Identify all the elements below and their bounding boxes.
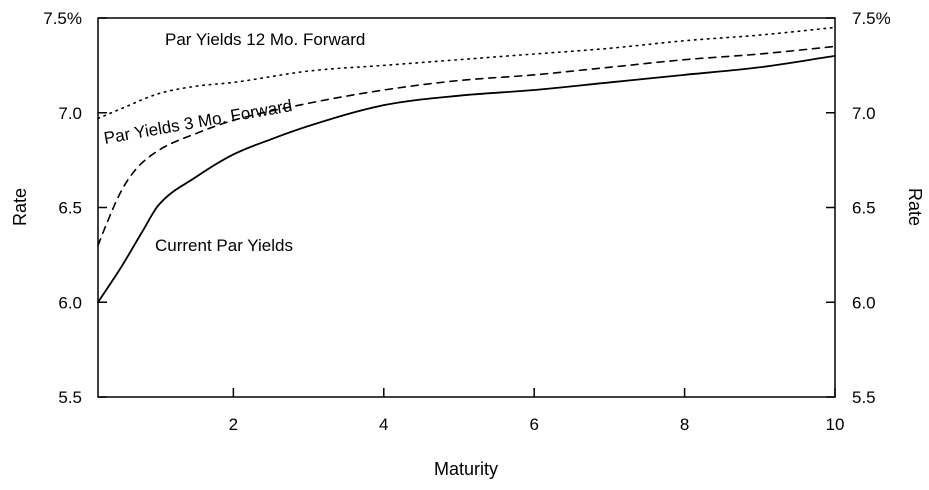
y-tick-label-right: 5.5 [852, 388, 876, 407]
series-label-3mo: Par Yields 3 Mo. Forward [102, 96, 293, 148]
plot-frame [97, 17, 836, 398]
y-tick-label-right: 6.0 [852, 293, 876, 312]
x-tick-label: 4 [379, 415, 388, 434]
y-axis-title-right: Rate [905, 188, 925, 226]
x-tick-label: 6 [529, 415, 538, 434]
y-tick-label-left: 6.0 [58, 293, 82, 312]
y-tick-label-right: 7.0 [852, 104, 876, 123]
series-label-12mo: Par Yields 12 Mo. Forward [165, 30, 365, 49]
x-axis-title: Maturity [434, 459, 498, 479]
y-tick-label-left: 7.0 [58, 104, 82, 123]
series-lines [97, 26, 836, 304]
y-tick-label-left: 7.5% [43, 9, 82, 28]
y-tick-label-right: 6.5 [852, 199, 876, 218]
y-tick-label-left: 6.5 [58, 199, 82, 218]
x-tick-label: 8 [680, 415, 689, 434]
series-line-3mo-forward [97, 45, 836, 247]
series-line-12mo-forward [97, 26, 836, 120]
axis-tick-labels: 2 4 6 8 10 5.5 5.5 6.0 6.0 6.5 6.5 7.0 7.0 7.5% 7.5% [43, 9, 891, 434]
series-label-current: Current Par Yields [155, 236, 293, 255]
x-tick-label: 10 [826, 415, 845, 434]
x-tick-label: 2 [229, 415, 238, 434]
y-tick-label-right: 7.5% [852, 9, 891, 28]
y-axis-title-left: Rate [10, 188, 30, 226]
series-line-current [97, 55, 836, 304]
y-tick-label-left: 5.5 [58, 388, 82, 407]
axis-ticks [98, 17, 836, 398]
